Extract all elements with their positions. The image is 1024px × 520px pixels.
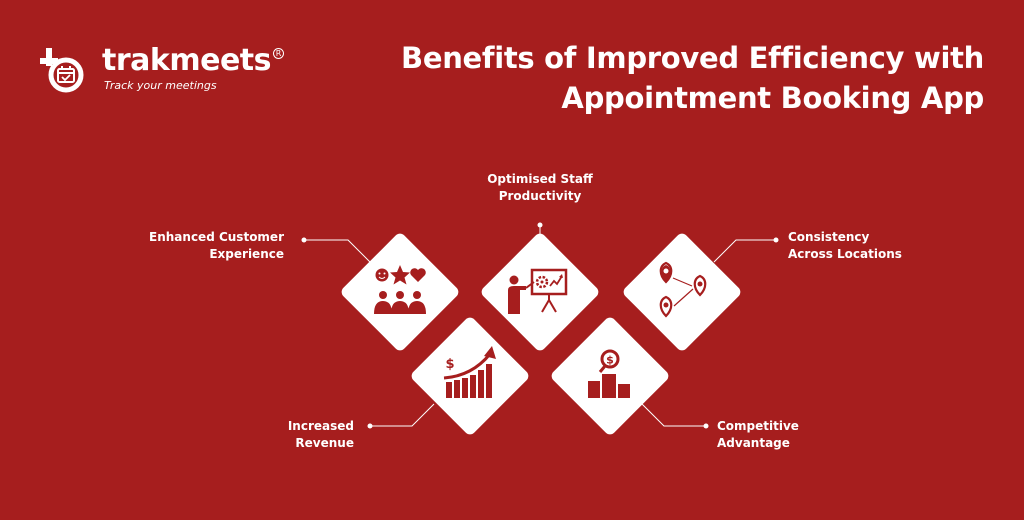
label-revenue-line2: Revenue <box>295 436 354 450</box>
brand-tagline: Track your meetings <box>104 79 217 92</box>
label-staff-line2: Productivity <box>498 189 582 203</box>
label-competitive-line2: Advantage <box>717 436 790 450</box>
label-staff-line1: Optimised Staff <box>487 172 593 186</box>
diamond-customer <box>341 233 459 351</box>
logo-calendar-icon <box>40 48 84 93</box>
brand-logo: trakmeets R Track your meetings <box>40 44 284 100</box>
dot-revenue <box>367 423 373 429</box>
label-competitive: Competitive Advantage <box>717 418 799 452</box>
diamond-consistency <box>623 233 741 351</box>
label-customer-line1: Enhanced Customer <box>149 230 284 244</box>
page-title: Benefits of Improved Efficiency with App… <box>324 38 984 118</box>
label-customer-line2: Experience <box>209 247 284 261</box>
registered-mark: R <box>272 48 284 59</box>
revenue-growth-icon: $ <box>443 346 496 398</box>
podium-icon: $ <box>588 349 630 398</box>
dot-customer <box>301 237 307 243</box>
label-staff: Optimised Staff Productivity <box>440 171 640 205</box>
label-consistency-line1: Consistency <box>788 230 870 244</box>
connector-customer <box>304 239 371 263</box>
presentation-icon <box>508 268 568 314</box>
customer-satisfaction-icon <box>374 265 426 314</box>
title-line-1: Benefits of Improved Efficiency with <box>401 41 984 75</box>
map-locations-icon <box>659 261 707 318</box>
connector-lines <box>304 225 776 427</box>
svg-text:$: $ <box>606 354 614 367</box>
connector-revenue <box>370 403 435 427</box>
label-revenue: Increased Revenue <box>288 418 354 452</box>
label-consistency: Consistency Across Locations <box>788 229 902 263</box>
diamond-competitive: $ <box>551 317 669 435</box>
diamond-staff <box>481 233 599 351</box>
label-customer: Enhanced Customer Experience <box>149 229 284 263</box>
dot-staff <box>537 222 543 228</box>
connector-dots <box>301 222 779 429</box>
label-consistency-line2: Across Locations <box>788 247 902 261</box>
svg-text:$: $ <box>445 357 454 372</box>
title-line-2: Appointment Booking App <box>561 81 984 115</box>
dot-competitive <box>703 423 709 429</box>
connector-consistency <box>713 239 776 263</box>
brand-name: trakmeets <box>102 43 271 78</box>
diamond-revenue: $ <box>411 317 529 435</box>
dot-consistency <box>773 237 779 243</box>
label-competitive-line1: Competitive <box>717 419 799 433</box>
connector-competitive <box>641 403 706 427</box>
label-revenue-line1: Increased <box>287 419 354 433</box>
